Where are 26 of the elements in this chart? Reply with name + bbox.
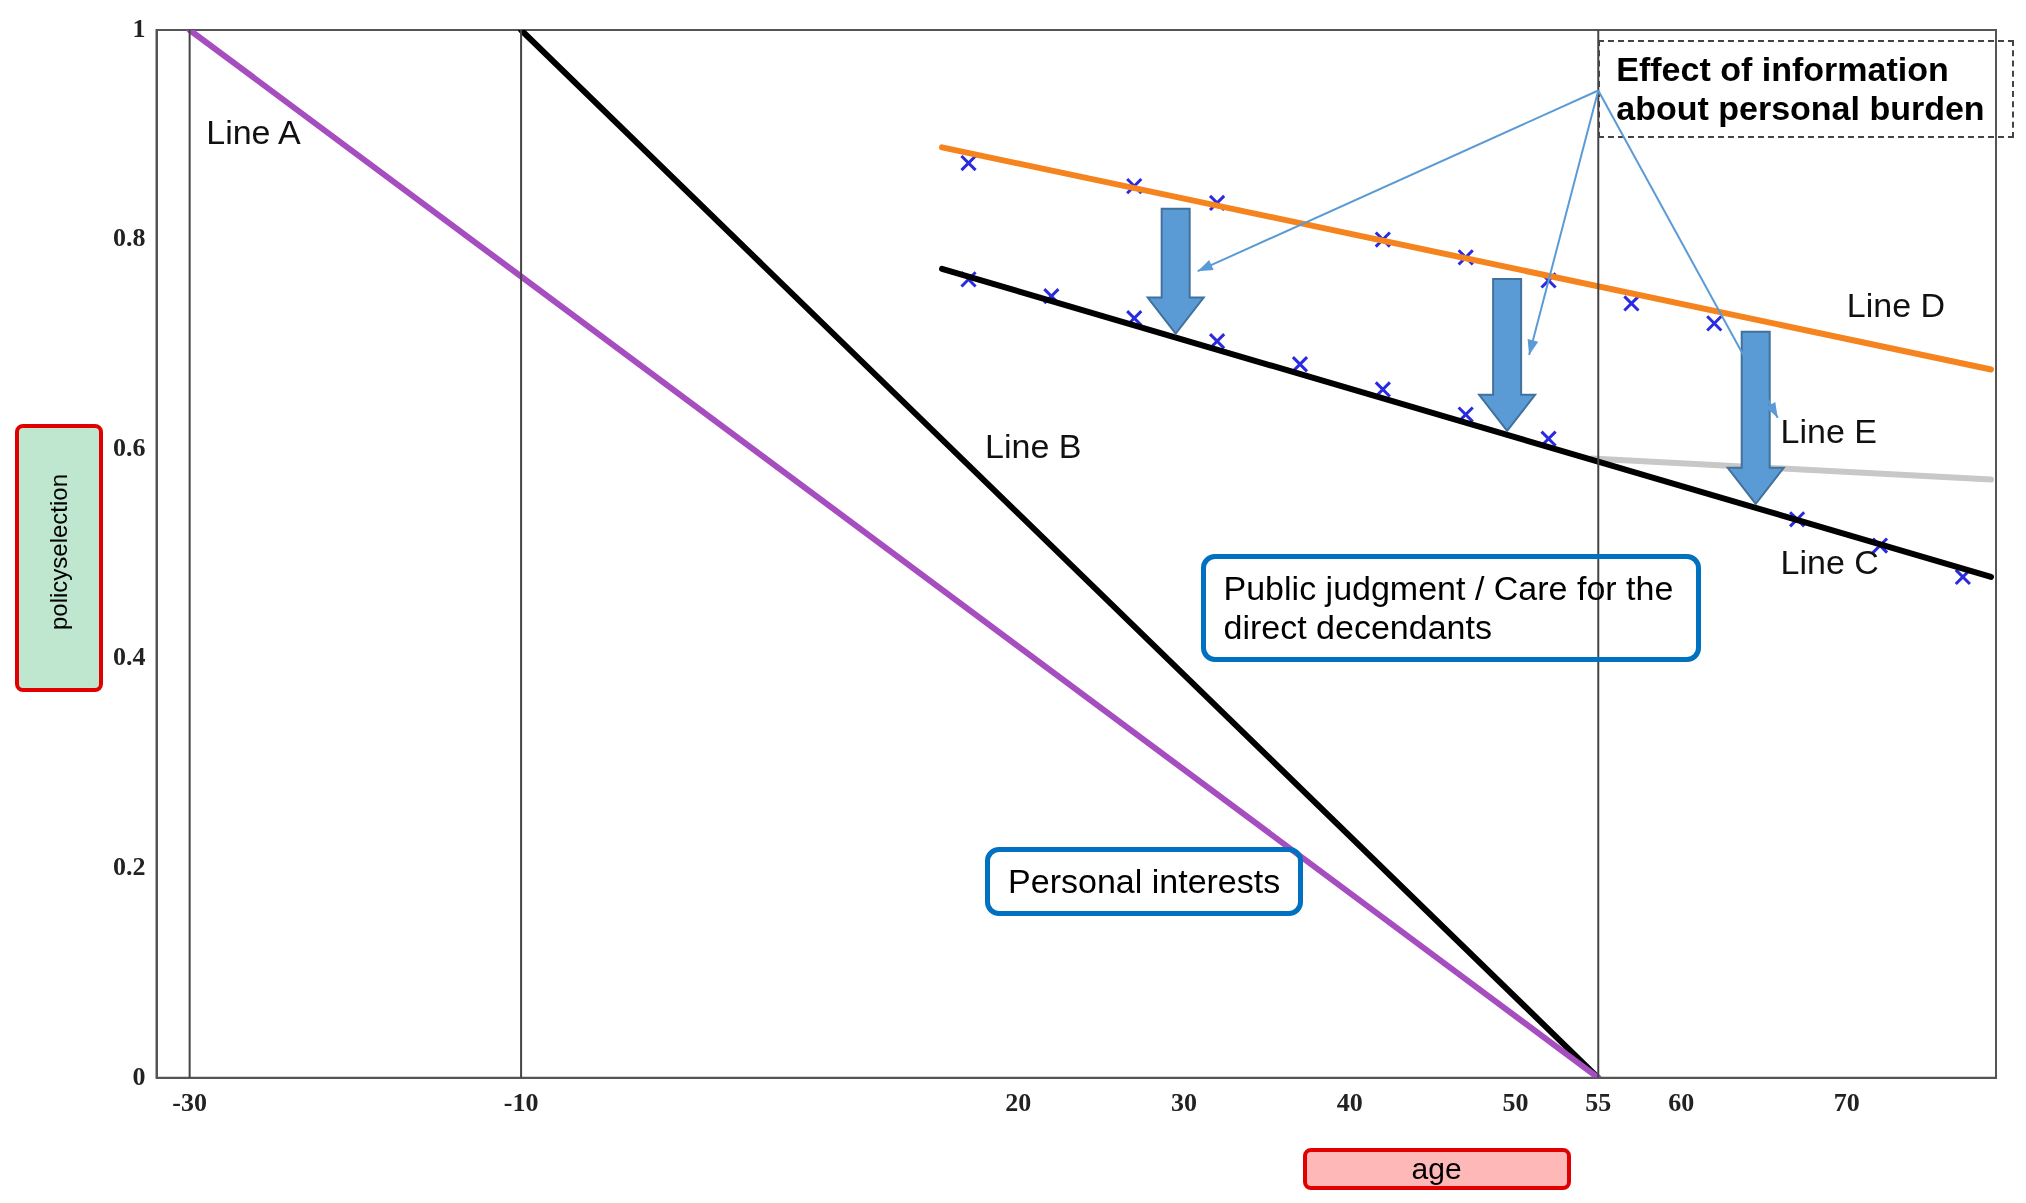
x-tick-label: 20 xyxy=(1005,1088,1032,1118)
y-tick-label: 0.8 xyxy=(113,223,146,253)
point xyxy=(1539,430,1558,448)
series-label: Line C xyxy=(1780,542,1879,581)
y-tick-label: 1 xyxy=(132,13,146,43)
y-tick-label: 0.4 xyxy=(113,642,146,672)
x-tick-label: 70 xyxy=(1833,1088,1860,1118)
series-label: Line E xyxy=(1780,411,1877,450)
x-tick-label: 30 xyxy=(1170,1088,1197,1118)
y-axis-title: policyselection xyxy=(45,472,73,632)
y-tick-label: 0 xyxy=(132,1061,146,1091)
x-tick-label: -10 xyxy=(503,1088,539,1118)
y-tick-label: 0.6 xyxy=(113,432,146,462)
y-tick-label: 0.2 xyxy=(113,851,146,881)
annotation: Effect of information about personal burden xyxy=(1598,40,2015,139)
annotation: Personal interests xyxy=(985,847,1304,917)
series-label: Line A xyxy=(206,113,302,152)
x-tick-label: 40 xyxy=(1336,1088,1363,1118)
x-tick-label: 60 xyxy=(1668,1088,1695,1118)
series-label: Line B xyxy=(985,427,1082,466)
x-tick-label: 50 xyxy=(1502,1088,1529,1118)
series-label: Line D xyxy=(1846,286,1946,325)
point xyxy=(959,154,978,172)
x-tick-label: 55 xyxy=(1585,1088,1612,1118)
x-axis-title: age xyxy=(1302,1147,1571,1190)
x-tick-label: -30 xyxy=(172,1088,207,1118)
